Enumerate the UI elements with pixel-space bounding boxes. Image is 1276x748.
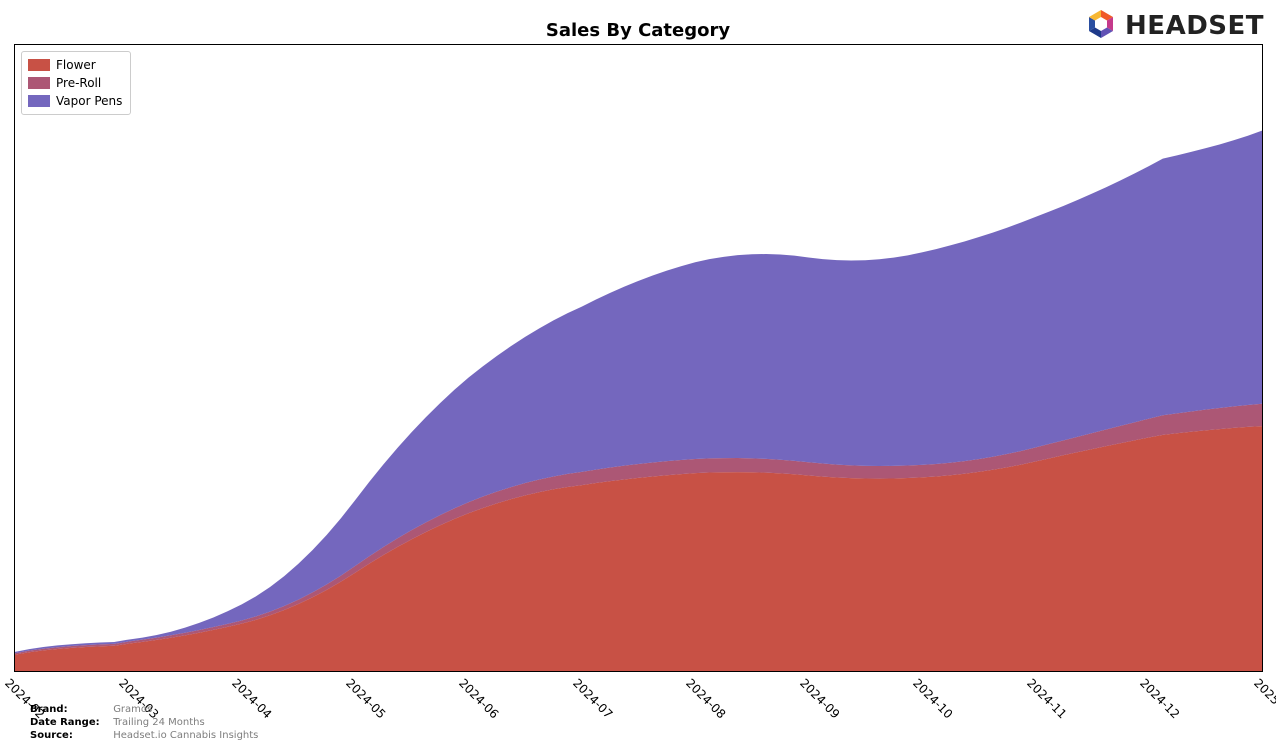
footer-label: Brand: — [30, 703, 110, 716]
x-tick-label: 2024-09 — [797, 676, 842, 721]
legend-item: Pre-Roll — [28, 74, 122, 92]
footer-value: Headset.io Cannabis Insights — [113, 730, 258, 741]
legend: Flower Pre-Roll Vapor Pens — [21, 51, 131, 115]
footer-row: Source: Headset.io Cannabis Insights — [30, 729, 258, 742]
area-chart-svg — [15, 45, 1262, 671]
x-tick-label: 2024-10 — [910, 676, 955, 721]
legend-label: Flower — [56, 58, 96, 72]
legend-swatch — [28, 59, 50, 71]
legend-label: Pre-Roll — [56, 76, 101, 90]
footer-row: Date Range: Trailing 24 Months — [30, 716, 258, 729]
footer-value: Gramos — [113, 704, 152, 715]
x-tick-label: 2024-08 — [683, 676, 728, 721]
legend-swatch — [28, 95, 50, 107]
footer-value: Trailing 24 Months — [113, 717, 205, 728]
x-tick-label: 2024-05 — [343, 676, 388, 721]
legend-label: Vapor Pens — [56, 94, 122, 108]
chart-title: Sales By Category — [0, 20, 1276, 41]
legend-item: Vapor Pens — [28, 92, 122, 110]
footer-row: Brand: Gramos — [30, 703, 258, 716]
x-tick-label: 2024-07 — [570, 676, 615, 721]
x-tick-label: 2024-06 — [456, 676, 501, 721]
legend-swatch — [28, 77, 50, 89]
chart-container: HEADSET Sales By Category Flower Pre-Rol… — [0, 0, 1276, 748]
plot-area: Flower Pre-Roll Vapor Pens — [14, 44, 1263, 672]
chart-footer: Brand: Gramos Date Range: Trailing 24 Mo… — [30, 703, 258, 742]
footer-label: Source: — [30, 729, 110, 742]
footer-label: Date Range: — [30, 716, 110, 729]
x-tick-label: 2025-01 — [1251, 676, 1276, 721]
x-tick-label: 2024-12 — [1138, 676, 1183, 721]
legend-item: Flower — [28, 56, 122, 74]
x-tick-label: 2024-11 — [1024, 676, 1069, 721]
